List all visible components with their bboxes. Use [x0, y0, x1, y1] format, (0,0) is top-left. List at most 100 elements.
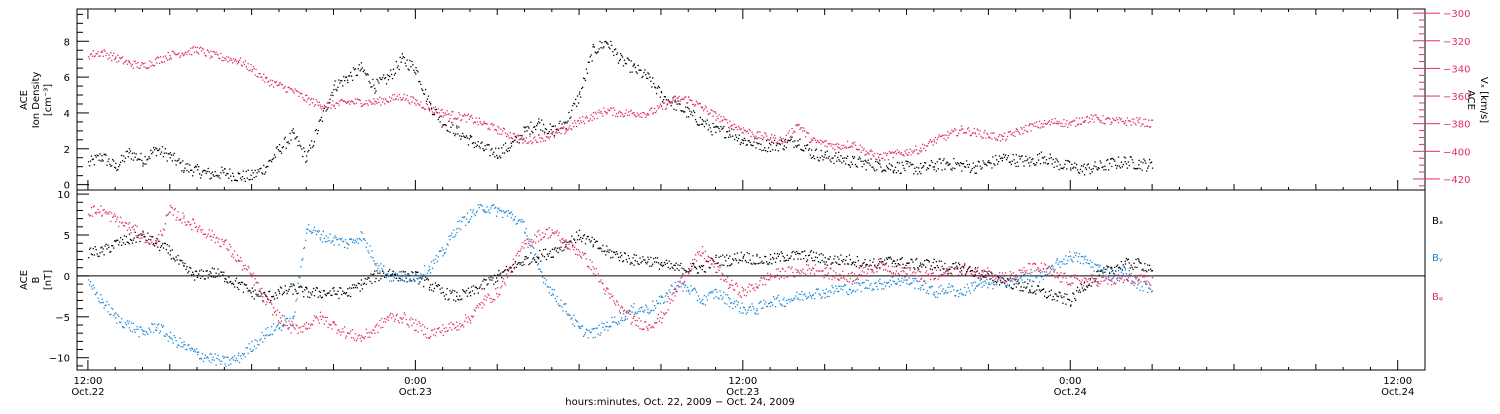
- bx-point: [485, 279, 486, 280]
- bx-point: [269, 291, 270, 292]
- density-point: [1039, 153, 1040, 154]
- density-point: [763, 150, 764, 151]
- density-point: [133, 159, 134, 160]
- by-point: [427, 273, 428, 274]
- by-point: [823, 292, 824, 293]
- bx-point: [859, 267, 860, 268]
- bx-point: [744, 254, 745, 255]
- bx-point: [862, 265, 863, 266]
- density-point: [607, 44, 608, 45]
- vx-point: [185, 52, 186, 53]
- vx-point: [444, 115, 445, 116]
- density-point: [205, 170, 206, 171]
- density-point: [1104, 166, 1105, 167]
- vx-point: [91, 53, 92, 54]
- by-point: [835, 286, 836, 287]
- bx-point: [129, 234, 130, 235]
- vx-point: [483, 121, 484, 122]
- vx-point: [592, 116, 593, 117]
- bx-point: [194, 279, 195, 280]
- bx-point: [266, 296, 267, 297]
- by-point: [988, 282, 989, 283]
- vx-point: [1134, 123, 1135, 124]
- bx-point: [941, 261, 942, 262]
- vx-point: [1050, 124, 1051, 125]
- bx-point: [751, 264, 752, 265]
- vx-point: [1029, 123, 1030, 124]
- by-point: [237, 360, 238, 361]
- bx-point: [276, 295, 277, 296]
- vx-point: [440, 115, 441, 116]
- bottom-left-tick-label: −10: [49, 354, 70, 365]
- vx-point: [443, 112, 444, 113]
- by-point: [132, 331, 133, 332]
- density-point: [482, 148, 483, 149]
- vx-point: [337, 103, 338, 104]
- vx-point: [393, 99, 394, 100]
- top-panel-frame: [77, 9, 1425, 190]
- density-point: [623, 65, 624, 66]
- bx-point: [311, 294, 312, 295]
- density-point: [421, 88, 422, 89]
- density-point: [135, 157, 136, 158]
- bx-point: [984, 271, 985, 272]
- by-point: [526, 235, 527, 236]
- bx-point: [120, 237, 121, 238]
- by-point: [437, 261, 438, 262]
- density-point: [714, 126, 715, 127]
- by-point: [900, 285, 901, 286]
- by-point: [571, 318, 572, 319]
- bx-point: [647, 257, 648, 258]
- bx-point: [650, 257, 651, 258]
- by-point: [846, 291, 847, 292]
- bx-point: [543, 249, 544, 250]
- density-point: [419, 81, 420, 82]
- density-point: [555, 125, 556, 126]
- density-point: [898, 170, 899, 171]
- bx-point: [418, 283, 419, 284]
- bx-point: [527, 257, 528, 258]
- by-point: [825, 293, 826, 294]
- by-point: [607, 330, 608, 331]
- vx-point: [900, 153, 901, 154]
- density-point: [501, 147, 502, 148]
- bx-point: [581, 241, 582, 242]
- bx-point: [1108, 266, 1109, 267]
- vx-point: [242, 65, 243, 66]
- density-point: [644, 69, 645, 70]
- by-point: [1063, 259, 1064, 260]
- by-point: [603, 323, 604, 324]
- by-point: [264, 338, 265, 339]
- by-point: [611, 317, 612, 318]
- bx-point: [1080, 292, 1081, 293]
- by-point: [646, 306, 647, 307]
- bx-point: [656, 262, 657, 263]
- vx-point: [914, 150, 915, 151]
- bx-point: [362, 288, 363, 289]
- vx-point: [1023, 127, 1024, 128]
- bx-point: [254, 298, 255, 299]
- bx-point: [576, 231, 577, 232]
- bx-point: [828, 258, 829, 259]
- density-point: [628, 58, 629, 59]
- bx-point: [190, 268, 191, 269]
- by-point: [361, 231, 362, 232]
- density-point: [448, 121, 449, 122]
- vx-point: [1091, 114, 1092, 115]
- density-point: [336, 90, 337, 91]
- by-point: [798, 294, 799, 295]
- bx-point: [94, 254, 95, 255]
- bx-point: [533, 257, 534, 258]
- vx-point: [1039, 121, 1040, 122]
- vx-point: [923, 148, 924, 149]
- bx-point: [807, 259, 808, 260]
- density-point: [374, 92, 375, 93]
- bx-point: [232, 283, 233, 284]
- vx-point: [666, 108, 667, 109]
- density-point: [879, 164, 880, 165]
- vx-point: [356, 103, 357, 104]
- vx-point: [313, 99, 314, 100]
- bx-point: [1070, 304, 1071, 305]
- bx-point: [536, 262, 537, 263]
- by-point: [879, 283, 880, 284]
